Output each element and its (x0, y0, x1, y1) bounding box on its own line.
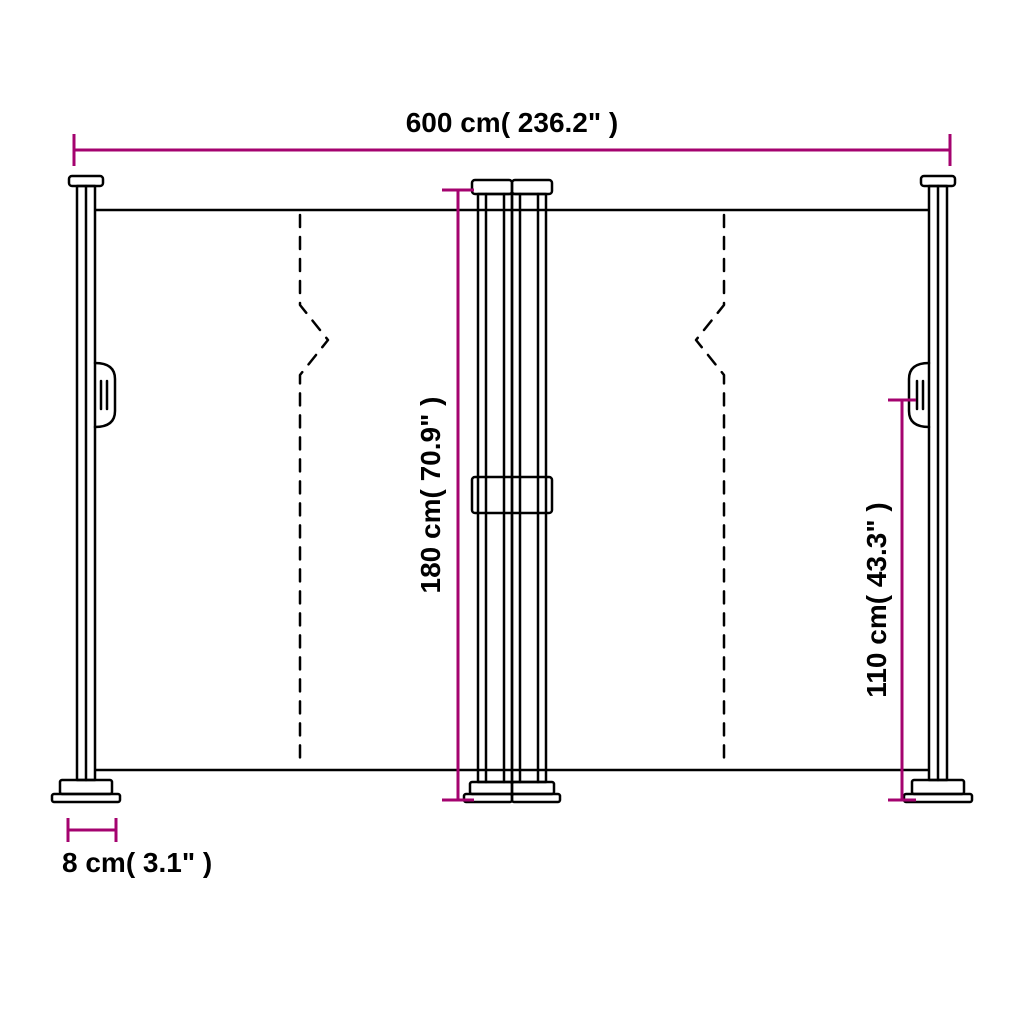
dim-height-label: 180 cm( 70.9" ) (415, 397, 446, 594)
dim-height (442, 190, 474, 800)
dim-base-width (68, 818, 116, 842)
dim-width (74, 134, 950, 166)
dim-base-width-label: 8 cm( 3.1" ) (62, 847, 212, 878)
product-outline (52, 176, 972, 802)
dim-width-label: 600 cm( 236.2" ) (406, 107, 619, 138)
dim-post-height-label: 110 cm( 43.3" ) (861, 502, 892, 697)
dimensions-group (68, 134, 950, 842)
dim-post-height (888, 400, 916, 800)
